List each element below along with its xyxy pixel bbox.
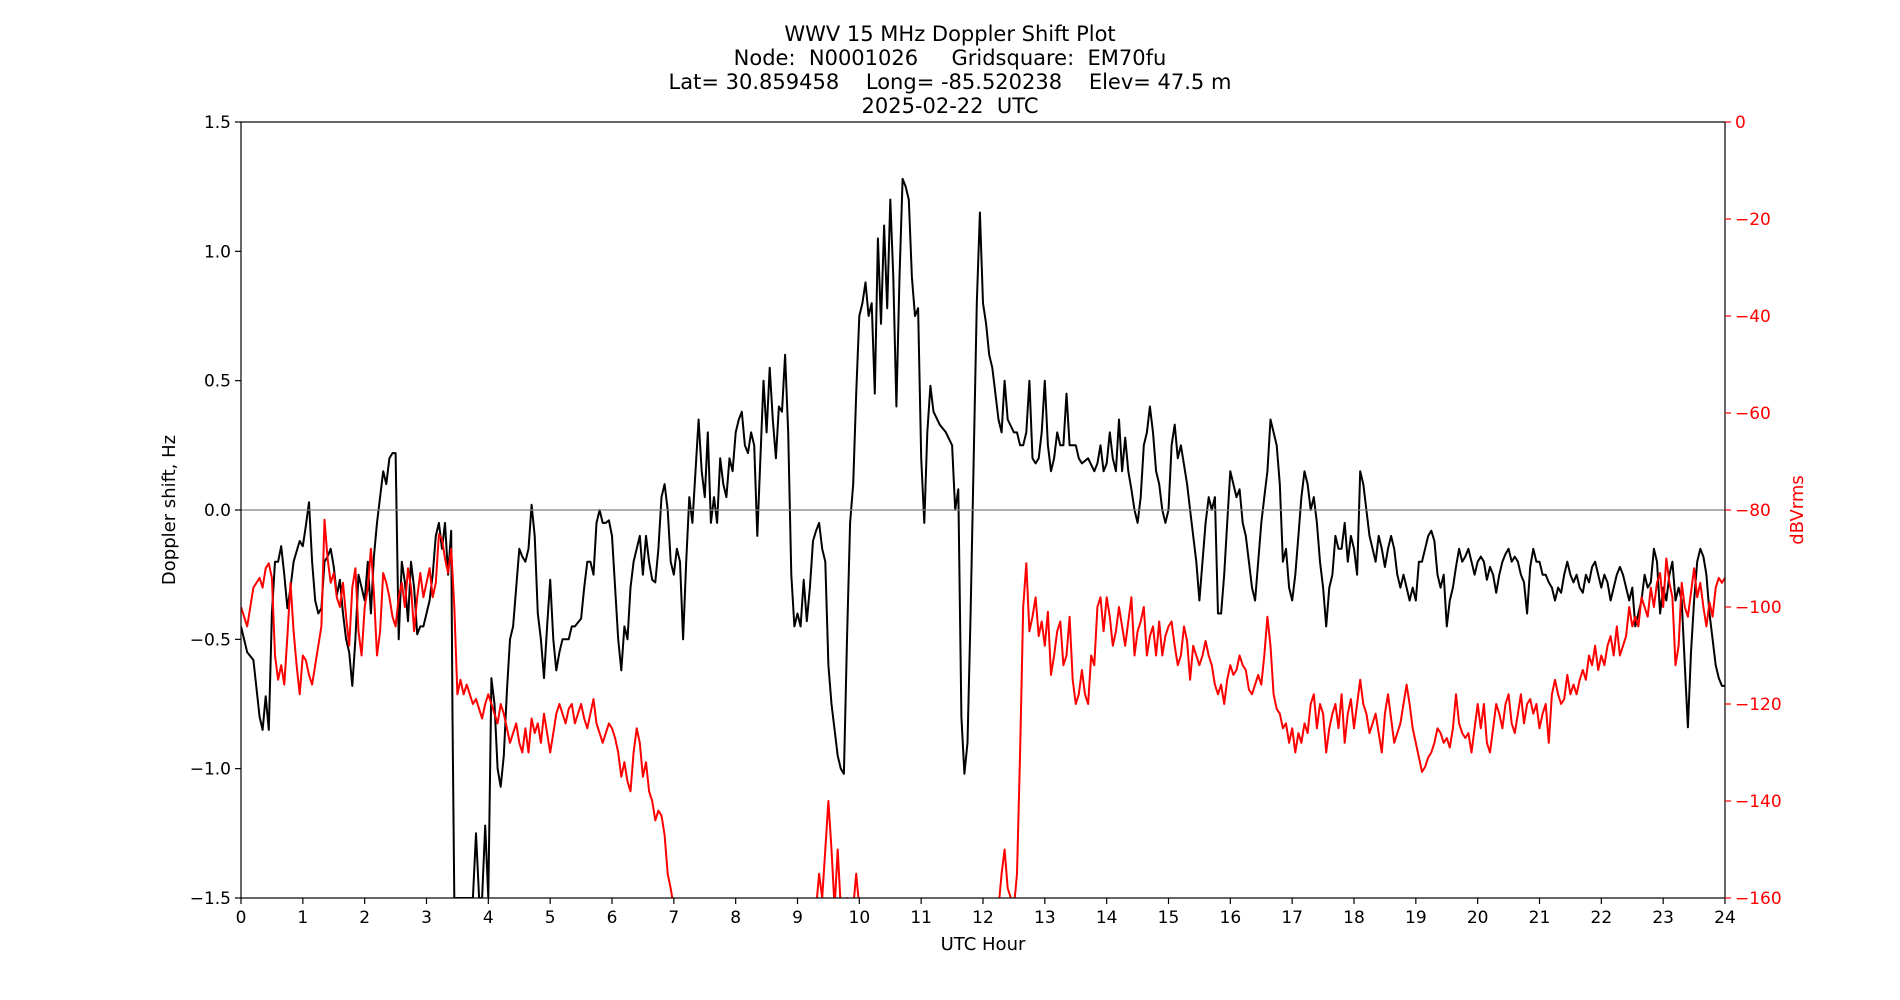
y-right-tick-label: −100 (1735, 598, 1782, 618)
x-axis: 0 1 2 3 4 5 6 7 8 9 10 11 12 13 14 15 16 17 18 19 20 21 22 23 24 (236, 898, 1736, 928)
y-right-tick-label: −80 (1735, 501, 1771, 521)
y-right-tick-label: −60 (1735, 404, 1771, 424)
x-tick-label: 13 (1034, 908, 1056, 928)
x-tick-label: 10 (849, 908, 871, 928)
x-tick-label: 16 (1220, 908, 1242, 928)
chart-title: WWV 15 MHz Doppler Shift Plot (784, 22, 1116, 46)
x-tick-label: 0 (236, 908, 247, 928)
y-left-tick-label: −0.5 (190, 630, 231, 650)
x-tick-label: 17 (1281, 908, 1303, 928)
y-left-tick-label: 1.0 (204, 242, 231, 262)
y-axis-right-label: dBVrms (1787, 475, 1808, 545)
x-tick-label: 24 (1714, 908, 1736, 928)
x-tick-label: 12 (972, 908, 994, 928)
x-tick-label: 6 (607, 908, 618, 928)
series-layer (241, 177, 1725, 898)
chart-subtitle-node: Node: N0001026 Gridsquare: EM70fu (733, 46, 1167, 70)
y-right-tick-label: 0 (1735, 113, 1746, 133)
x-tick-label: 11 (910, 908, 932, 928)
y-right-tick-label: −120 (1735, 695, 1782, 715)
chart-subtitle-date: 2025-02-22 UTC (861, 94, 1039, 118)
y-left-tick-label: 0.5 (204, 372, 231, 392)
x-tick-label: 5 (545, 908, 556, 928)
x-tick-label: 8 (730, 908, 741, 928)
y-left-tick-label: −1.0 (190, 760, 231, 780)
x-tick-label: 15 (1158, 908, 1180, 928)
x-tick-label: 21 (1529, 908, 1551, 928)
chart-subtitle-location: Lat= 30.859458 Long= -85.520238 Elev= 47… (668, 70, 1232, 94)
x-tick-label: 20 (1467, 908, 1489, 928)
x-tick-label: 14 (1096, 908, 1118, 928)
y-right-tick-label: −160 (1735, 889, 1782, 909)
y-left-tick-label: −1.5 (190, 889, 231, 909)
y-left-tick-label: 1.5 (204, 113, 231, 133)
doppler-series-line (241, 177, 1725, 898)
x-axis-label: UTC Hour (941, 934, 1026, 955)
x-tick-label: 18 (1343, 908, 1365, 928)
power-series-line (241, 518, 1725, 898)
y-right-tick-label: −140 (1735, 792, 1782, 812)
y-axis-left: 1.5 1.0 0.5 0.0 −0.5 −1.0 −1.5 (190, 113, 241, 909)
y-right-tick-label: −40 (1735, 307, 1771, 327)
x-tick-label: 9 (792, 908, 803, 928)
x-tick-label: 1 (297, 908, 308, 928)
y-right-tick-label: −20 (1735, 210, 1771, 230)
x-tick-label: 23 (1652, 908, 1674, 928)
y-axis-left-label: Doppler shift, Hz (159, 435, 180, 585)
y-left-tick-label: 0.0 (204, 501, 231, 521)
x-tick-label: 22 (1591, 908, 1613, 928)
x-tick-label: 2 (359, 908, 370, 928)
x-tick-label: 7 (668, 908, 679, 928)
x-tick-label: 3 (421, 908, 432, 928)
x-tick-label: 4 (483, 908, 494, 928)
x-tick-label: 19 (1405, 908, 1427, 928)
y-axis-right: 0 −20 −40 −60 −80 −100 −120 −140 −160 (1725, 113, 1782, 909)
